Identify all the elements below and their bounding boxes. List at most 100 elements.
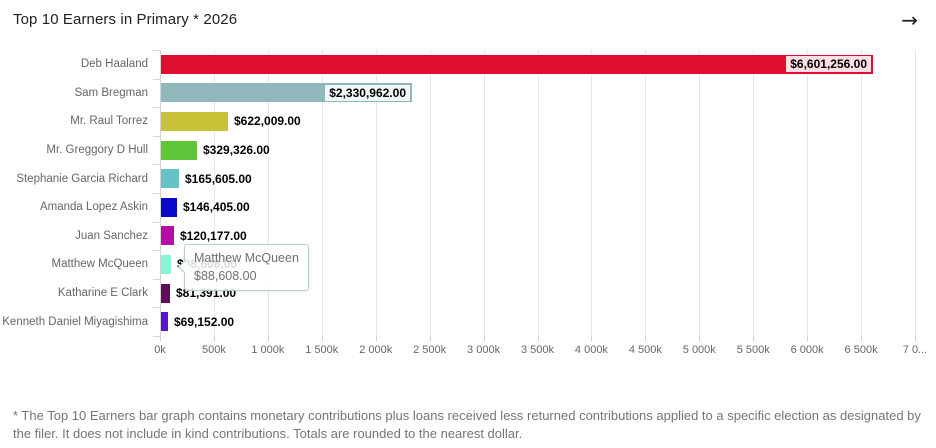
value-label: $329,326.00 bbox=[203, 143, 270, 158]
bar[interactable]: $2,330,962.00 bbox=[161, 83, 412, 103]
gridline bbox=[213, 50, 215, 336]
x-axis-tick bbox=[483, 336, 485, 341]
y-axis-line bbox=[160, 50, 161, 336]
chart-row: Deb Haaland $6,601,256.00 bbox=[0, 50, 936, 79]
gridline bbox=[267, 50, 269, 336]
gridline bbox=[915, 50, 916, 336]
bar[interactable] bbox=[161, 197, 177, 217]
gridline bbox=[591, 50, 593, 336]
tooltip-category: Matthew McQueen bbox=[194, 250, 299, 265]
chart-row: Katharine E Clark $81,391.00 bbox=[0, 279, 936, 308]
value-label: $6,601,256.00 bbox=[786, 56, 871, 73]
x-axis-tick bbox=[267, 336, 269, 341]
value-label: $2,330,962.00 bbox=[325, 84, 410, 101]
arrow-forward-icon[interactable]: → bbox=[895, 6, 924, 34]
x-axis-label: 6 500k bbox=[844, 344, 878, 356]
value-label: $120,177.00 bbox=[180, 228, 247, 243]
chart-row: Kenneth Daniel Miyagishima $69,152.00 bbox=[0, 307, 936, 336]
x-axis-label: 3 000k bbox=[467, 344, 501, 356]
tooltip-value: $88,608.00 bbox=[194, 268, 257, 283]
x-axis-tick bbox=[321, 336, 323, 341]
gridline bbox=[699, 50, 701, 336]
x-axis-tick bbox=[213, 336, 215, 341]
category-label: Stephanie Garcia Richard bbox=[16, 172, 148, 185]
value-label: $165,605.00 bbox=[185, 171, 252, 186]
chart-row: Stephanie Garcia Richard $165,605.00 bbox=[0, 164, 936, 193]
y-axis-tick bbox=[153, 107, 160, 109]
category-label: Deb Haaland bbox=[80, 58, 148, 71]
bar[interactable]: $6,601,256.00 bbox=[161, 54, 873, 74]
category-label: Kenneth Daniel Miyagishima bbox=[2, 315, 148, 328]
chart-row: Mr. Greggory D Hull $329,326.00 bbox=[0, 136, 936, 165]
gridline bbox=[429, 50, 431, 336]
gridline bbox=[537, 50, 539, 336]
bar[interactable] bbox=[161, 254, 171, 274]
chart-footnote: * The Top 10 Earners bar graph contains … bbox=[13, 408, 921, 442]
x-axis-label: 0k bbox=[154, 344, 166, 356]
x-axis-tick bbox=[537, 336, 539, 341]
bar[interactable] bbox=[161, 283, 170, 303]
x-axis-tick bbox=[807, 336, 809, 341]
x-axis-label: 5 000k bbox=[682, 344, 716, 356]
gridline bbox=[483, 50, 485, 336]
value-label: $622,009.00 bbox=[234, 114, 301, 129]
x-axis-label: 7 0... bbox=[902, 344, 928, 356]
bar[interactable] bbox=[161, 169, 179, 189]
y-axis-tick bbox=[153, 307, 160, 309]
y-axis-tick bbox=[153, 164, 160, 166]
x-axis-tick bbox=[699, 336, 701, 341]
chart-row: Juan Sanchez $120,177.00 bbox=[0, 222, 936, 251]
y-axis-tick bbox=[153, 50, 160, 51]
tooltip: Matthew McQueen $88,608.00 bbox=[178, 243, 309, 291]
category-label: Juan Sanchez bbox=[75, 229, 148, 242]
gridline bbox=[807, 50, 809, 336]
chart-row: Amanda Lopez Askin $146,405.00 bbox=[0, 193, 936, 222]
x-axis-label: 2 500k bbox=[413, 344, 447, 356]
x-axis-label: 4 000k bbox=[574, 344, 608, 356]
x-axis-tick bbox=[645, 336, 647, 341]
y-axis-tick bbox=[153, 135, 160, 137]
category-label: Mr. Raul Torrez bbox=[70, 115, 148, 128]
y-axis-tick bbox=[153, 278, 160, 280]
value-label: $146,405.00 bbox=[183, 200, 250, 215]
y-axis-tick bbox=[153, 78, 160, 80]
y-axis-tick bbox=[153, 250, 160, 252]
x-axis-tick bbox=[160, 336, 161, 341]
category-label: Matthew McQueen bbox=[51, 258, 148, 271]
category-label: Katharine E Clark bbox=[57, 287, 148, 300]
category-label: Mr. Greggory D Hull bbox=[46, 144, 148, 157]
x-axis-label: 2 000k bbox=[359, 344, 393, 356]
y-axis-tick bbox=[153, 193, 160, 194]
x-axis-tick bbox=[591, 336, 593, 341]
category-label: Amanda Lopez Askin bbox=[39, 201, 148, 214]
x-axis-tick bbox=[375, 336, 377, 341]
page-title: Top 10 Earners in Primary * 2026 bbox=[13, 11, 238, 28]
y-axis-tick bbox=[153, 221, 160, 223]
chart-row: Matthew McQueen$88,608.00 bbox=[0, 250, 936, 279]
x-axis-label: 4 500k bbox=[628, 344, 662, 356]
x-axis-tick bbox=[753, 336, 755, 341]
bar[interactable] bbox=[161, 111, 228, 131]
bar[interactable] bbox=[161, 312, 168, 332]
x-axis-tick bbox=[429, 336, 431, 341]
x-axis-label: 1 500k bbox=[305, 344, 339, 356]
x-axis-label: 1 000k bbox=[251, 344, 285, 356]
bar[interactable] bbox=[161, 226, 174, 246]
widget-header: Top 10 Earners in Primary * 2026 → bbox=[0, 0, 936, 45]
x-axis-label: 5 500k bbox=[736, 344, 770, 356]
x-axis-label: 3 500k bbox=[520, 344, 555, 356]
category-label: Sam Bregman bbox=[74, 86, 148, 99]
value-label: $69,152.00 bbox=[174, 314, 235, 329]
gridline bbox=[321, 50, 323, 336]
x-axis-tick bbox=[861, 336, 863, 341]
bar-chart: 0k 500k 1 000k 1 500k 2 000k 2 500k 3 000k 3 50… bbox=[0, 45, 936, 375]
gridline bbox=[645, 50, 647, 336]
y-axis-tick bbox=[153, 336, 160, 337]
x-axis-label: 500k bbox=[201, 344, 226, 356]
x-axis-tick bbox=[915, 336, 916, 341]
chart-row: Mr. Raul Torrez $622,009.00 bbox=[0, 107, 936, 136]
gridline bbox=[753, 50, 755, 336]
bar[interactable] bbox=[161, 140, 197, 160]
gridline bbox=[861, 50, 863, 336]
